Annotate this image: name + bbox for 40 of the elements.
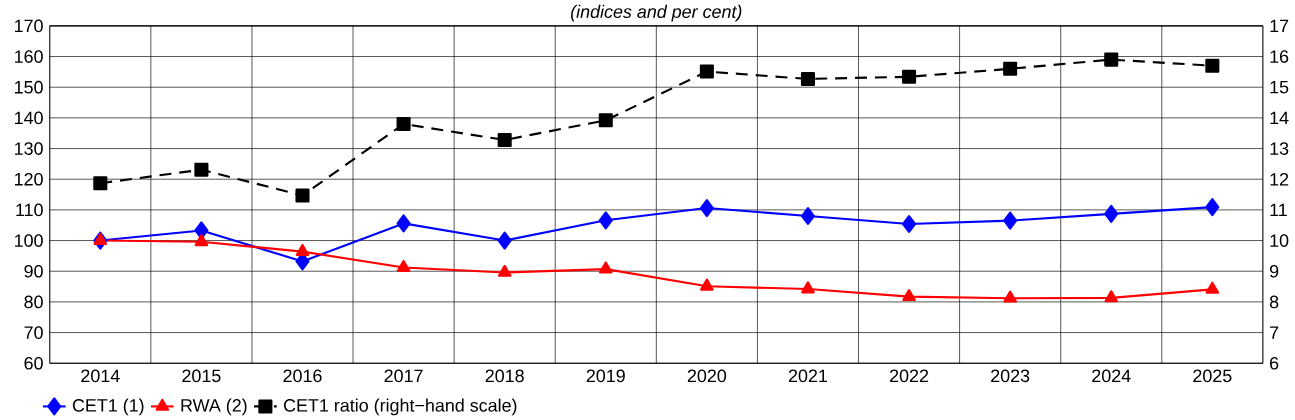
y2-tick-label: 11 — [1270, 203, 1287, 217]
x-tick-label: 2017 — [384, 369, 423, 383]
y2-tick-label: 12 — [1270, 173, 1289, 186]
y-tick-label: 170 — [15, 19, 43, 33]
y-tick-label: 70 — [24, 326, 43, 340]
x-tick-label: 2016 — [283, 369, 322, 383]
y2-tick-label: 6 — [1270, 357, 1279, 370]
y-tick-label: 160 — [15, 50, 43, 64]
y2-tick-label: 9 — [1269, 265, 1279, 278]
x-tick-label: 2023 — [991, 369, 1030, 383]
legend-label: RWA (2) — [181, 398, 247, 416]
y-tick-label: 100 — [15, 234, 43, 248]
y2-tick-label: 8 — [1269, 295, 1279, 309]
x-tick-label: 2025 — [1193, 369, 1232, 383]
x-tick-label: 2024 — [1092, 369, 1131, 383]
y2-tick-label: 10 — [1270, 234, 1289, 248]
y-tick-label: 120 — [15, 173, 43, 186]
y2-tick-label: 15 — [1270, 81, 1289, 94]
y2-tick-label: 17 — [1270, 19, 1289, 33]
x-tick-label: 2015 — [182, 369, 221, 383]
y2-tick-label: 13 — [1270, 142, 1289, 156]
y-tick-label: 90 — [24, 265, 43, 278]
x-tick-label: 2021 — [788, 369, 828, 383]
chart-subtitle: (indices and per cent) — [571, 5, 742, 22]
y-tick-label: 140 — [15, 111, 43, 125]
x-tick-label: 2018 — [485, 369, 524, 383]
y-tick-label: 150 — [15, 81, 43, 94]
y-tick-label: 130 — [15, 142, 43, 156]
legend-label: CET1 (1) — [72, 398, 144, 416]
x-tick-label: 2019 — [586, 369, 625, 383]
legend-label: CET1 ratio (right−hand scale) — [283, 398, 517, 416]
y-tick-label: 60 — [24, 357, 43, 370]
y-tick-label: 110 — [16, 203, 43, 217]
y2-tick-label: 7 — [1270, 326, 1279, 339]
y2-tick-label: 16 — [1270, 50, 1289, 64]
x-tick-label: 2014 — [81, 369, 120, 383]
x-tick-label: 2020 — [687, 369, 727, 383]
y-tick-label: 80 — [24, 295, 43, 309]
y2-tick-label: 14 — [1270, 111, 1289, 125]
x-tick-label: 2022 — [890, 369, 929, 383]
